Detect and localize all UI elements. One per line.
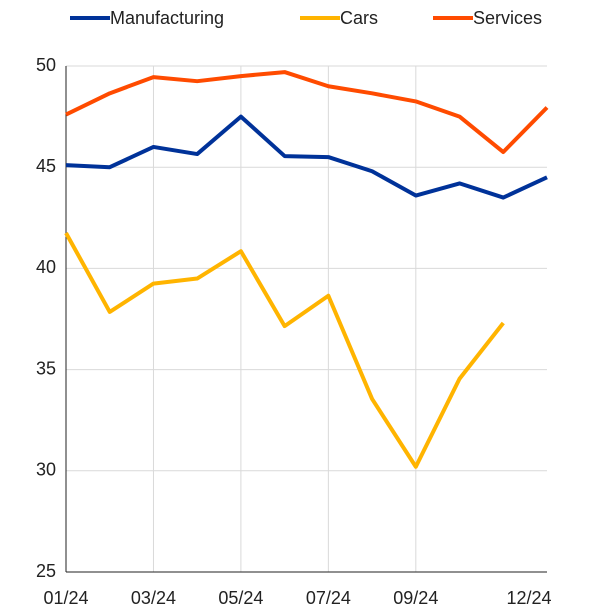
y-tick-label: 50	[36, 55, 56, 75]
y-tick-label: 30	[36, 460, 56, 480]
y-tick-label: 45	[36, 156, 56, 176]
y-tick-label: 40	[36, 257, 56, 277]
series-line	[65, 70, 549, 155]
series-line	[65, 114, 548, 200]
legend-label: Manufacturing	[110, 8, 224, 28]
y-tick-label: 25	[36, 561, 56, 581]
x-tick-label: 03/24	[131, 588, 176, 608]
x-tick-label: 01/24	[43, 588, 88, 608]
x-tick-label: 05/24	[218, 588, 263, 608]
x-tick-label: 09/24	[393, 588, 438, 608]
y-tick-label: 35	[36, 358, 56, 378]
x-tick-label: 12/24	[506, 588, 551, 608]
series-line	[64, 232, 505, 469]
legend-label: Cars	[340, 8, 378, 28]
x-tick-label: 07/24	[306, 588, 351, 608]
legend-label: Services	[473, 8, 542, 28]
